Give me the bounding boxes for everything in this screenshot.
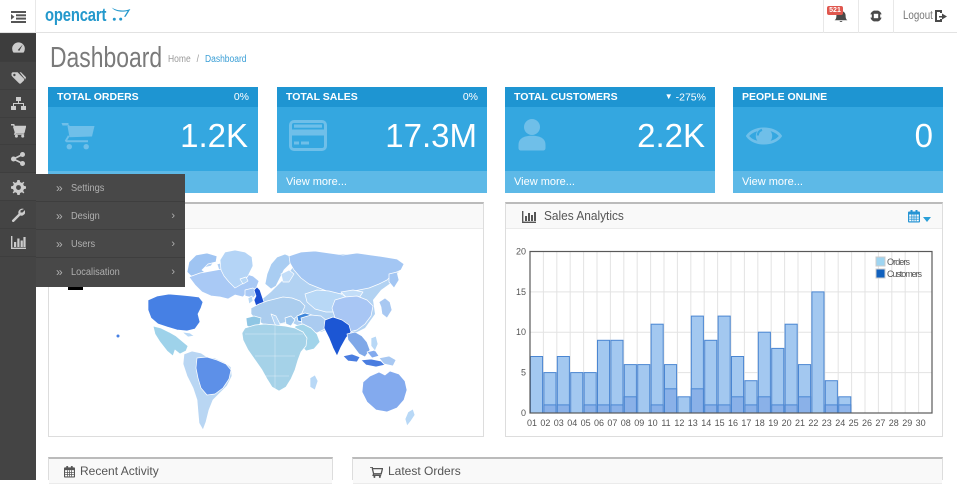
svg-text:15: 15 [715,418,725,428]
svg-text:27: 27 [875,418,885,428]
svg-text:13: 13 [688,418,698,428]
svg-text:17: 17 [741,418,751,428]
svg-text:Orders: Orders [887,257,911,267]
svg-text:21: 21 [795,418,805,428]
svg-text:20: 20 [782,418,792,428]
svg-text:22: 22 [808,418,818,428]
svg-text:20: 20 [516,247,526,257]
svg-text:28: 28 [889,418,899,428]
svg-text:0: 0 [521,408,526,418]
svg-text:15: 15 [516,287,526,297]
svg-text:30: 30 [916,418,926,428]
svg-text:09: 09 [634,418,644,428]
svg-text:18: 18 [755,418,765,428]
svg-text:5: 5 [521,368,526,378]
svg-text:07: 07 [607,418,617,428]
svg-text:04: 04 [567,418,577,428]
svg-text:05: 05 [581,418,591,428]
svg-text:19: 19 [768,418,778,428]
svg-text:23: 23 [822,418,832,428]
svg-text:10: 10 [516,327,526,337]
svg-text:24: 24 [835,418,845,428]
svg-text:10: 10 [648,418,658,428]
svg-text:12: 12 [674,418,684,428]
svg-text:Customers: Customers [887,269,923,279]
svg-text:06: 06 [594,418,604,428]
svg-text:25: 25 [849,418,859,428]
svg-text:03: 03 [554,418,564,428]
svg-text:14: 14 [701,418,711,428]
svg-text:29: 29 [902,418,912,428]
svg-text:26: 26 [862,418,872,428]
svg-text:02: 02 [540,418,550,428]
svg-text:11: 11 [661,418,670,428]
svg-text:01: 01 [527,418,537,428]
svg-text:16: 16 [728,418,738,428]
svg-text:08: 08 [621,418,631,428]
